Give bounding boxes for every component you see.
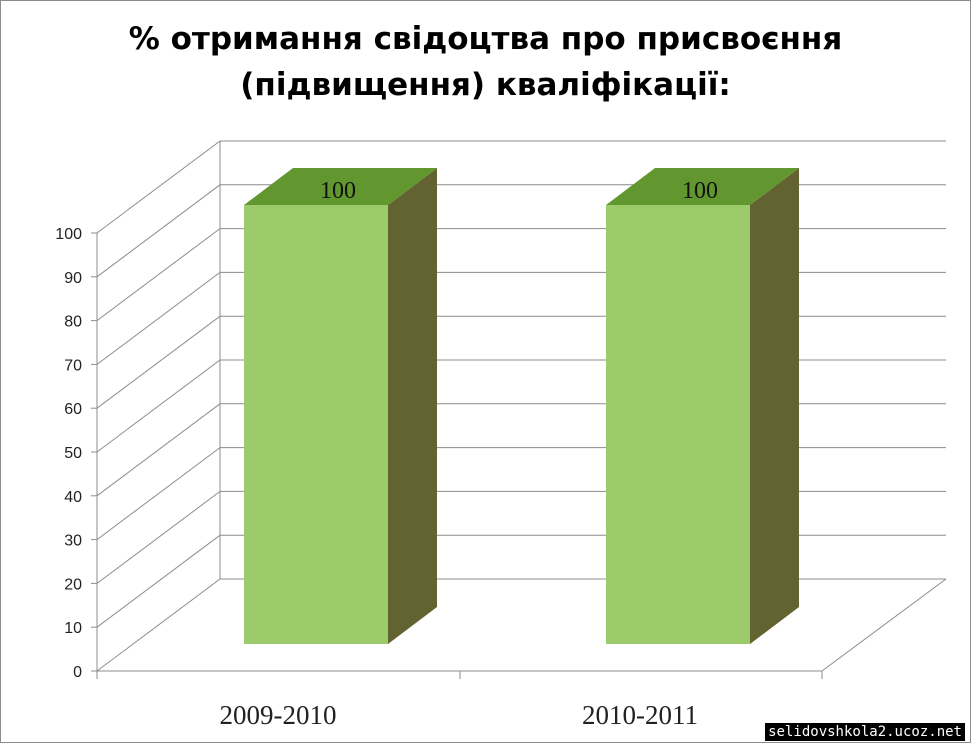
side-gridline xyxy=(96,447,221,541)
y-tick-label: 80 xyxy=(64,314,82,331)
x-category-label: 2010-2011 xyxy=(582,700,698,730)
y-tick-label: 60 xyxy=(64,401,82,418)
y-tick-label: 20 xyxy=(64,576,82,593)
side-gridline xyxy=(96,271,221,365)
y-tick-label: 70 xyxy=(64,357,82,374)
side-gridline xyxy=(96,403,221,497)
bars xyxy=(244,168,799,644)
y-tick-label: 90 xyxy=(64,270,82,287)
gridlines xyxy=(96,140,947,672)
axes xyxy=(91,232,823,679)
bar-side-face xyxy=(750,168,799,644)
y-tick-label: 40 xyxy=(64,489,82,506)
chart-title-line-2: (підвищення) кваліфікації: xyxy=(240,67,731,103)
side-gridline xyxy=(96,359,221,453)
data-label: 100 xyxy=(682,178,718,204)
side-gridline xyxy=(96,184,221,278)
side-gridline xyxy=(96,490,221,584)
y-tick-label: 30 xyxy=(64,533,82,550)
labels: 0 10 20 30 40 50 60 70 80 90 100 100 2009-2010 100 201… xyxy=(55,178,718,730)
bar xyxy=(244,205,388,644)
x-category-label: 2009-2010 xyxy=(220,700,337,730)
side-gridline xyxy=(96,140,221,234)
y-tick-label: 10 xyxy=(64,620,82,637)
bar-top-face xyxy=(244,168,437,205)
data-label: 100 xyxy=(320,178,356,204)
chart-title-line-1: % отримання свідоцтва про присвоєння xyxy=(128,21,843,57)
chart-title: % отримання свідоцтва про присвоєння (пі… xyxy=(0,16,971,108)
side-gridline xyxy=(96,578,221,672)
bar-side-face xyxy=(388,168,437,644)
y-tick-label: 100 xyxy=(55,226,82,243)
y-tick-label: 0 xyxy=(73,664,82,681)
side-gridline xyxy=(96,228,221,322)
bar xyxy=(606,205,750,644)
y-tick-label: 50 xyxy=(64,445,82,462)
watermark: selidovshkola2.ucoz.net xyxy=(765,723,965,741)
floor-right-edge xyxy=(821,578,947,672)
bar-top-face xyxy=(606,168,799,205)
side-gridline xyxy=(96,315,221,409)
side-gridline xyxy=(96,534,221,628)
